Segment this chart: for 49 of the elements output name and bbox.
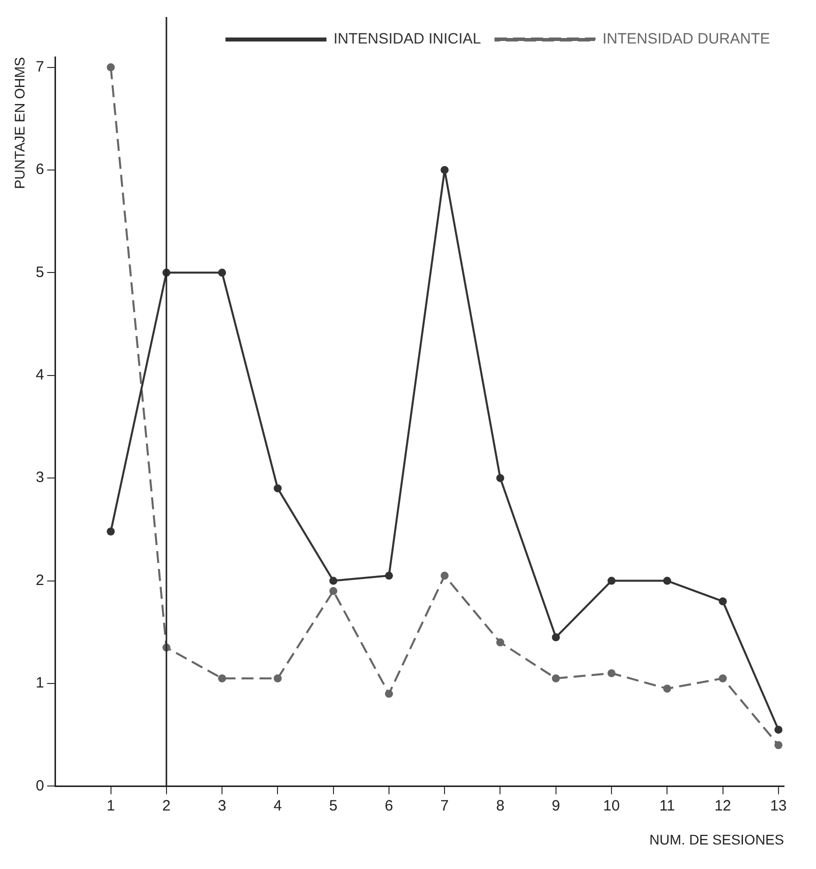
y-tick-label: 5 bbox=[36, 264, 44, 281]
point bbox=[106, 527, 115, 536]
point bbox=[608, 669, 616, 678]
x-tick-label: 12 bbox=[714, 797, 732, 814]
point bbox=[106, 63, 115, 72]
point bbox=[218, 674, 226, 682]
point bbox=[218, 268, 226, 277]
point bbox=[663, 684, 672, 693]
x-tick-label: 5 bbox=[329, 797, 338, 814]
y-tick-label: 6 bbox=[36, 161, 44, 178]
point bbox=[274, 484, 282, 492]
x-tick-label: 13 bbox=[770, 797, 787, 814]
point bbox=[329, 587, 338, 596]
point bbox=[552, 633, 560, 642]
y-tick-label: 0 bbox=[36, 777, 44, 794]
x-tick-label: 10 bbox=[603, 797, 620, 814]
text: INTENSIDAD INICIAL bbox=[333, 30, 481, 48]
x-tick-label: 7 bbox=[440, 797, 449, 814]
x-tick-label: 8 bbox=[496, 797, 504, 814]
x-tick-label: 6 bbox=[384, 797, 394, 814]
y-tick-label: 7 bbox=[36, 58, 44, 76]
x-axis-title: NUM. DE SESIONES bbox=[649, 831, 784, 848]
point bbox=[274, 674, 282, 682]
point bbox=[384, 690, 393, 698]
x-tick-label: 9 bbox=[552, 797, 560, 814]
x-tick-label: 3 bbox=[218, 797, 226, 814]
y-tick-label: 4 bbox=[36, 366, 44, 384]
y-axis-title: PUNTAJE EN OHMS bbox=[11, 57, 28, 189]
point bbox=[774, 741, 782, 750]
y-tick-label: 2 bbox=[36, 572, 44, 589]
point bbox=[440, 166, 449, 174]
x-tick-label: 11 bbox=[659, 797, 675, 814]
point bbox=[440, 572, 449, 580]
x-tick-label: 2 bbox=[162, 797, 171, 814]
point bbox=[496, 474, 504, 482]
point bbox=[718, 674, 727, 682]
text: INTENSIDAD DURANTE bbox=[602, 30, 770, 48]
x-tick-label: 4 bbox=[274, 797, 282, 814]
point bbox=[663, 576, 672, 585]
point bbox=[608, 576, 616, 585]
x-tick-label: 1 bbox=[106, 797, 115, 814]
point bbox=[329, 576, 338, 585]
point bbox=[552, 674, 560, 682]
y-tick-label: 3 bbox=[36, 469, 44, 486]
point bbox=[774, 726, 782, 734]
y-tick-label: 1 bbox=[36, 674, 44, 692]
point bbox=[718, 597, 727, 606]
point bbox=[384, 572, 393, 580]
point bbox=[496, 638, 504, 646]
